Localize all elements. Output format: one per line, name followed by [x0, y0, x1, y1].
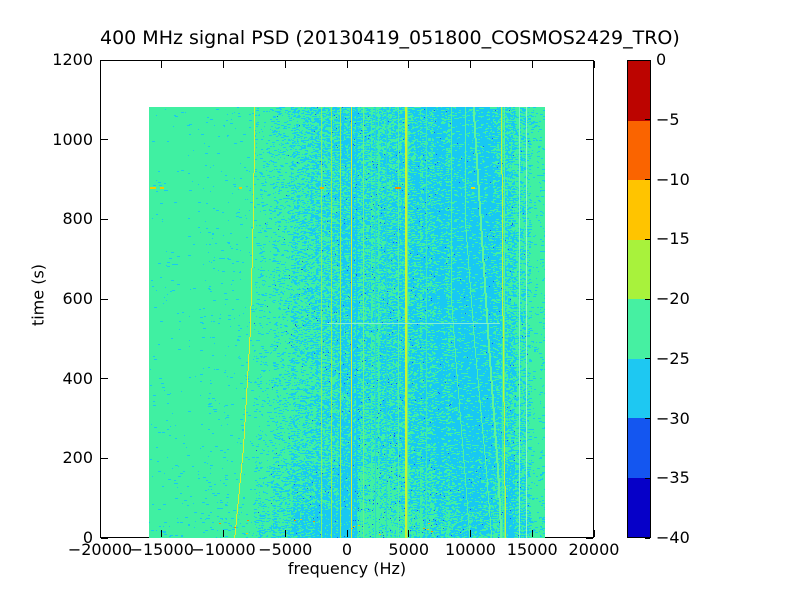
y-tick-mark	[101, 457, 108, 459]
colorbar-segment	[628, 358, 650, 418]
x-tick-mark	[284, 530, 286, 537]
x-tick-mark	[346, 530, 348, 537]
y-tick-label: 400	[62, 368, 93, 388]
y-tick-label: 1000	[52, 129, 93, 149]
y-tick-label: 0	[82, 528, 93, 547]
x-tick-mark-top	[223, 61, 224, 68]
y-tick-mark-right	[586, 298, 593, 300]
y-tick-mark-right	[586, 218, 593, 220]
x-tick-mark-top	[408, 61, 410, 68]
y-tick-mark	[101, 298, 108, 300]
colorbar-tick-label: 0	[656, 50, 667, 69]
x-tick-mark	[470, 530, 471, 537]
x-tick-mark-top	[593, 61, 595, 68]
colorbar-tick-mark	[645, 537, 650, 539]
colorbar	[627, 60, 651, 538]
colorbar-tick-label: −25	[656, 348, 690, 368]
x-tick-mark-top	[161, 61, 163, 68]
colorbar-tick-mark	[645, 298, 650, 300]
x-tick-mark	[99, 530, 101, 537]
y-tick-label: 800	[62, 209, 93, 229]
x-tick-label: 0	[341, 540, 353, 559]
y-tick-mark-right	[586, 537, 593, 539]
colorbar-segment	[628, 477, 650, 537]
x-tick-mark	[223, 530, 224, 537]
colorbar-tick-mark	[645, 59, 650, 61]
x-tick-mark	[161, 530, 163, 537]
x-tick-mark-top	[531, 61, 533, 68]
x-tick-mark-top	[99, 61, 101, 68]
x-tick-label: 5000	[388, 540, 430, 559]
colorbar-segment	[628, 299, 650, 359]
x-tick-label: −20000	[67, 540, 133, 559]
colorbar-segment	[628, 418, 650, 478]
x-axis-label: frequency (Hz)	[287, 559, 407, 578]
colorbar-segment	[628, 61, 650, 121]
colorbar-tick-mark	[645, 477, 650, 479]
colorbar-tick-label: −30	[656, 408, 690, 428]
y-tick-mark	[101, 218, 108, 220]
y-tick-mark	[101, 139, 108, 141]
x-tick-label: 20000	[568, 540, 620, 559]
chart-title: 400 MHz signal PSD (20130419_051800_COSM…	[100, 27, 680, 49]
x-tick-mark-top	[284, 61, 286, 68]
y-tick-mark-right	[586, 139, 593, 141]
x-tick-mark-top	[346, 61, 348, 68]
colorbar-segment	[628, 180, 650, 240]
y-tick-label: 600	[62, 289, 93, 308]
colorbar-tick-mark	[645, 238, 650, 240]
spectrogram-canvas	[149, 107, 545, 538]
x-tick-mark-top	[470, 61, 471, 68]
x-tick-label: 10000	[445, 540, 496, 559]
x-tick-mark	[408, 530, 410, 537]
y-tick-mark	[101, 537, 108, 539]
colorbar-tick-label: −35	[656, 468, 690, 488]
colorbar-tick-label: −10	[656, 169, 690, 189]
colorbar-tick-mark	[645, 179, 650, 180]
y-tick-label: 200	[62, 448, 93, 468]
colorbar-tick-label: −5	[656, 109, 680, 129]
colorbar-tick-mark	[645, 358, 650, 360]
colorbar-tick-mark	[645, 119, 650, 121]
y-tick-mark	[101, 59, 108, 61]
y-tick-mark-right	[586, 59, 593, 61]
y-tick-mark-right	[586, 378, 593, 380]
y-tick-label: 1200	[52, 50, 93, 69]
x-tick-mark	[531, 530, 533, 537]
x-tick-label: −5000	[258, 540, 313, 559]
colorbar-tick-label: −15	[656, 229, 690, 249]
x-tick-label: 15000	[506, 540, 558, 559]
colorbar-segment	[628, 239, 650, 299]
x-tick-mark	[593, 530, 595, 537]
x-tick-label: −15000	[129, 540, 194, 559]
colorbar-segment	[628, 120, 650, 180]
colorbar-tick-label: −20	[656, 289, 690, 308]
y-tick-mark-right	[586, 457, 593, 459]
y-tick-mark	[101, 378, 108, 380]
x-tick-label: −10000	[191, 540, 256, 559]
colorbar-tick-mark	[645, 418, 650, 419]
colorbar-tick-label: −40	[656, 528, 690, 547]
